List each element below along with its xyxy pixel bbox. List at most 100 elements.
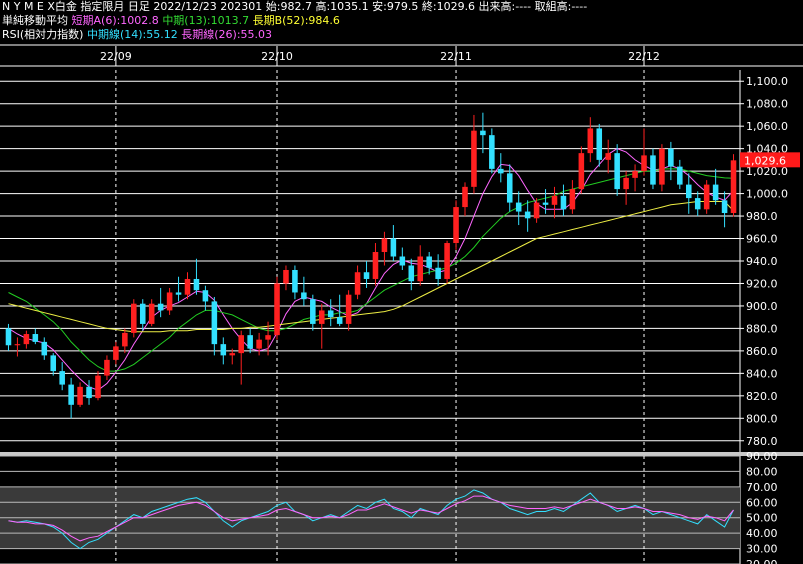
rsi-legend: RSI(相対力指数) 中期線(14):55.12 長期線(26):55.03	[2, 28, 272, 42]
candle-up	[77, 386, 83, 405]
candle-down	[515, 202, 522, 212]
date-axis: 22/09 22/10 22/11 22/12	[0, 44, 803, 67]
last-price-box	[740, 152, 800, 168]
candle-down	[542, 202, 549, 205]
chart-title: N Y M E X白金 指定限月 日足 2022/12/23 202301 始:…	[2, 0, 587, 14]
candle-up	[551, 195, 558, 205]
candle-up	[730, 160, 737, 214]
candle-down	[68, 384, 74, 405]
rsi-tick-label: 70.00	[746, 481, 778, 494]
candle-up	[229, 353, 236, 356]
candle-up	[283, 269, 289, 284]
candle-down	[363, 272, 370, 279]
ma-short-legend: 短期A(6):1002.8	[71, 14, 159, 27]
candle-up	[569, 189, 576, 210]
candle-up	[462, 186, 468, 208]
candlestick-panel: 780.0 800.0 820.0 840.0 860.0 880.0 900.0 920.0…	[0, 70, 788, 564]
candle-up	[417, 256, 424, 282]
candle-up	[318, 310, 325, 324]
candle-down	[399, 256, 406, 266]
candle-down	[336, 317, 343, 324]
candle-down	[247, 335, 253, 349]
ma-long-legend: 長期B(52):984.6	[252, 14, 340, 27]
rsi-mid-legend: 中期線(14):55.12	[86, 28, 178, 41]
candle-down	[560, 195, 567, 210]
candle-down	[175, 292, 182, 295]
candle-up	[354, 272, 361, 295]
last-price-marker: 1,029.6	[740, 152, 800, 168]
ma-line	[8, 148, 734, 391]
y-tick-label: 800.0	[746, 412, 778, 425]
rsi-line	[8, 489, 734, 550]
candle-down	[301, 292, 307, 300]
y-tick-label: 980.0	[746, 210, 778, 223]
candle-down	[506, 173, 513, 203]
candle-down	[59, 371, 65, 385]
candle-down	[614, 153, 620, 190]
candle-up	[605, 153, 611, 160]
candle-up	[444, 243, 450, 279]
candle-up	[659, 148, 665, 185]
candle-down	[435, 267, 441, 279]
candle-up	[131, 303, 137, 333]
candle-down	[86, 386, 92, 399]
candle-up	[632, 171, 638, 178]
candle-down	[480, 130, 486, 136]
ma-line	[8, 168, 734, 372]
candle-down	[193, 278, 200, 291]
y-tick-label: 860.0	[746, 345, 778, 358]
last-price-label: 1,029.6	[744, 154, 786, 167]
rsi-panel: 20.00 30.00 40.00 50.00 60.00 70.00 80.00 90.00	[0, 450, 803, 564]
ma-line	[8, 201, 734, 333]
rsi-tick-label: 80.00	[746, 465, 778, 478]
candle-up	[587, 128, 594, 154]
candle-down	[668, 148, 674, 167]
candle-down	[489, 135, 495, 169]
candle-up	[256, 339, 262, 349]
panel-separator	[0, 452, 803, 456]
y-tick-label: 1,000.0	[746, 188, 788, 201]
candle-up	[641, 155, 647, 172]
candle-up	[184, 278, 191, 295]
candle-down	[220, 344, 227, 356]
candle-down	[211, 301, 218, 345]
candle-up	[471, 130, 477, 187]
candle-up	[265, 335, 271, 340]
y-tick-label: 1,100.0	[746, 75, 788, 88]
y-tick-label: 840.0	[746, 367, 778, 380]
rsi-tick-label: 60.00	[746, 496, 778, 509]
candle-up	[148, 303, 155, 324]
candle-down	[50, 355, 57, 372]
candle-down	[677, 166, 683, 185]
y-tick-label: 940.0	[746, 255, 778, 268]
y-tick-label: 880.0	[746, 322, 778, 335]
candle-up	[274, 283, 280, 336]
y-tick-label: 900.0	[746, 300, 778, 313]
candle-down	[426, 256, 432, 268]
candle-down	[650, 155, 656, 185]
rsi-long-legend: 長期線(26):55.03	[181, 28, 273, 41]
candle-down	[139, 303, 146, 324]
candle-down	[310, 299, 316, 324]
candle-up	[623, 177, 629, 190]
candle-down	[712, 184, 719, 201]
candle-down	[685, 184, 692, 199]
rsi-tick-label: 20.00	[746, 558, 778, 564]
candle-down	[5, 328, 12, 346]
candle-down	[596, 128, 603, 160]
candle-down	[721, 200, 728, 214]
candle-up	[113, 346, 119, 360]
candle-down	[390, 238, 397, 257]
candle-up	[533, 202, 540, 219]
y-tick-label: 1,020.0	[746, 165, 788, 178]
candle-up	[381, 238, 388, 253]
y-tick-label: 960.0	[746, 233, 778, 246]
candle-up	[104, 359, 110, 376]
candle-up	[166, 292, 173, 311]
title-line: N Y M E X白金 指定限月 日足 2022/12/23 202301 始:…	[2, 0, 588, 13]
candle-up	[23, 334, 30, 345]
candle-down	[327, 310, 334, 318]
y-tick-label: 780.0	[746, 435, 778, 448]
rsi-tick-label: 90.00	[746, 450, 778, 463]
